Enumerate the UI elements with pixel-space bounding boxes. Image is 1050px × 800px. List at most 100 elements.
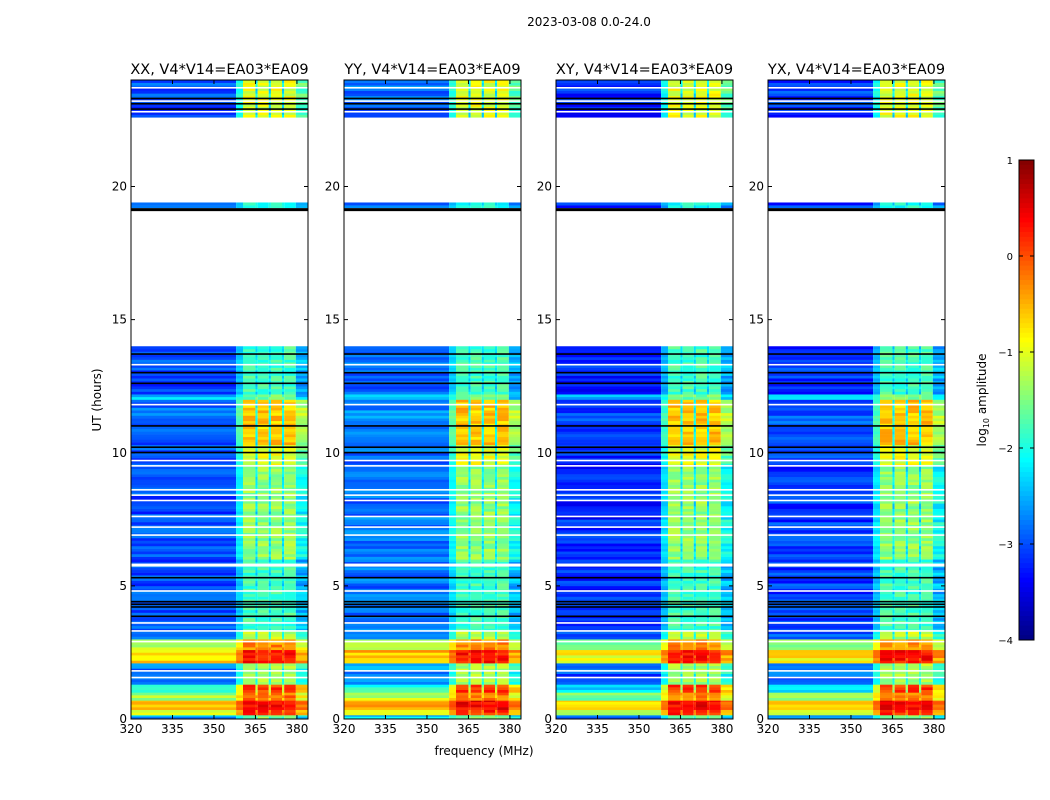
heatmap-cell xyxy=(257,537,269,541)
heatmap-cell xyxy=(344,399,450,403)
heatmap-cell xyxy=(255,490,258,493)
heatmap-cell xyxy=(344,444,450,448)
heatmap-cell xyxy=(257,410,269,414)
x-tick-label: 335 xyxy=(161,722,184,736)
heatmap-cell xyxy=(284,644,296,648)
heatmap-cell xyxy=(497,529,509,533)
heatmap-cell xyxy=(284,452,296,456)
heatmap-cell xyxy=(556,383,662,387)
heatmap-cell xyxy=(236,351,244,355)
heatmap-cell xyxy=(236,687,244,691)
heatmap-cell xyxy=(468,503,471,507)
heatmap-cell xyxy=(680,623,683,627)
heatmap-cell xyxy=(481,532,484,536)
heatmap-cell xyxy=(680,412,683,416)
heatmap-cell xyxy=(695,639,708,643)
heatmap-cell xyxy=(508,508,521,512)
heatmap-cell xyxy=(497,521,509,525)
heatmap-cell xyxy=(709,647,721,651)
heatmap-cell xyxy=(456,707,469,710)
heatmap-cell xyxy=(497,476,509,480)
heatmap-cell xyxy=(131,633,237,637)
heatmap-cell xyxy=(680,604,683,608)
flagged-row-black xyxy=(344,382,521,385)
heatmap-cell xyxy=(497,559,509,563)
heatmap-cell xyxy=(661,364,669,368)
heatmap-cell xyxy=(668,391,681,395)
heatmap-cell xyxy=(481,444,484,448)
heatmap-cell xyxy=(282,378,285,382)
heatmap-cell xyxy=(495,692,498,696)
heatmap-cell xyxy=(693,644,696,648)
heatmap-cell xyxy=(481,700,484,702)
heatmap-cell xyxy=(243,202,256,206)
heatmap-cell xyxy=(508,511,521,515)
heatmap-cell xyxy=(344,625,450,629)
heatmap-cell xyxy=(680,532,683,536)
heatmap-cell xyxy=(468,492,471,496)
heatmap-cell xyxy=(709,348,721,352)
heatmap-cell xyxy=(483,442,496,446)
heatmap-cell xyxy=(556,98,662,102)
heatmap-cell xyxy=(693,420,696,424)
heatmap-cell xyxy=(682,681,694,685)
heatmap-cell xyxy=(468,572,471,576)
heatmap-cell xyxy=(483,471,496,475)
flagged-row-white xyxy=(131,465,308,467)
heatmap-cell xyxy=(709,95,721,99)
heatmap-cell xyxy=(709,668,721,672)
heatmap-cell xyxy=(243,593,256,597)
heatmap-cell xyxy=(243,388,256,392)
heatmap-cell xyxy=(243,657,256,661)
heatmap-cell xyxy=(720,412,733,416)
heatmap-cell xyxy=(284,346,296,350)
heatmap-cell xyxy=(449,98,457,102)
heatmap-cell xyxy=(456,498,469,501)
heatmap-cell xyxy=(497,511,509,515)
heatmap-cell xyxy=(295,668,308,672)
heatmap-cell xyxy=(270,479,283,483)
heatmap-cell xyxy=(449,498,457,501)
heatmap-cell xyxy=(344,468,450,472)
heatmap-cell xyxy=(495,607,498,611)
heatmap-cell xyxy=(257,569,269,573)
heatmap-cell xyxy=(344,359,450,363)
heatmap-cell xyxy=(257,700,269,702)
heatmap-cell xyxy=(892,707,895,710)
heatmap-cell xyxy=(255,506,258,509)
heatmap-cell xyxy=(282,90,285,94)
heatmap-cell xyxy=(456,492,469,496)
heatmap-cell xyxy=(556,689,662,693)
heatmap-cell xyxy=(880,700,893,702)
heatmap-cell xyxy=(295,673,308,677)
heatmap-cell xyxy=(456,490,469,493)
heatmap-cell xyxy=(236,679,244,683)
heatmap-cell xyxy=(268,479,271,483)
heatmap-cell xyxy=(456,364,469,368)
heatmap-cell xyxy=(682,663,694,667)
heatmap-cell xyxy=(470,407,482,411)
heatmap-cell xyxy=(680,551,683,555)
heatmap-cell xyxy=(131,628,237,632)
heatmap-cell xyxy=(668,511,681,515)
heatmap-cell xyxy=(255,537,258,541)
heatmap-cell xyxy=(682,707,694,710)
heatmap-cell xyxy=(270,420,283,424)
heatmap-cell xyxy=(255,617,258,621)
heatmap-cell xyxy=(661,101,669,105)
heatmap-cell xyxy=(481,668,484,672)
heatmap-cell xyxy=(668,577,681,581)
heatmap-cell xyxy=(131,111,237,115)
heatmap-cell xyxy=(255,428,258,432)
heatmap-cell xyxy=(468,712,471,716)
heatmap-cell xyxy=(682,90,694,94)
heatmap-cell xyxy=(720,202,733,206)
heatmap-cell xyxy=(709,399,721,403)
heatmap-cell xyxy=(470,639,482,643)
heatmap-cell xyxy=(508,111,521,115)
heatmap-cell xyxy=(449,346,457,350)
heatmap-cell xyxy=(483,623,496,627)
heatmap-cell xyxy=(508,356,521,360)
heatmap-cell xyxy=(468,498,471,501)
heatmap-cell xyxy=(344,647,450,651)
